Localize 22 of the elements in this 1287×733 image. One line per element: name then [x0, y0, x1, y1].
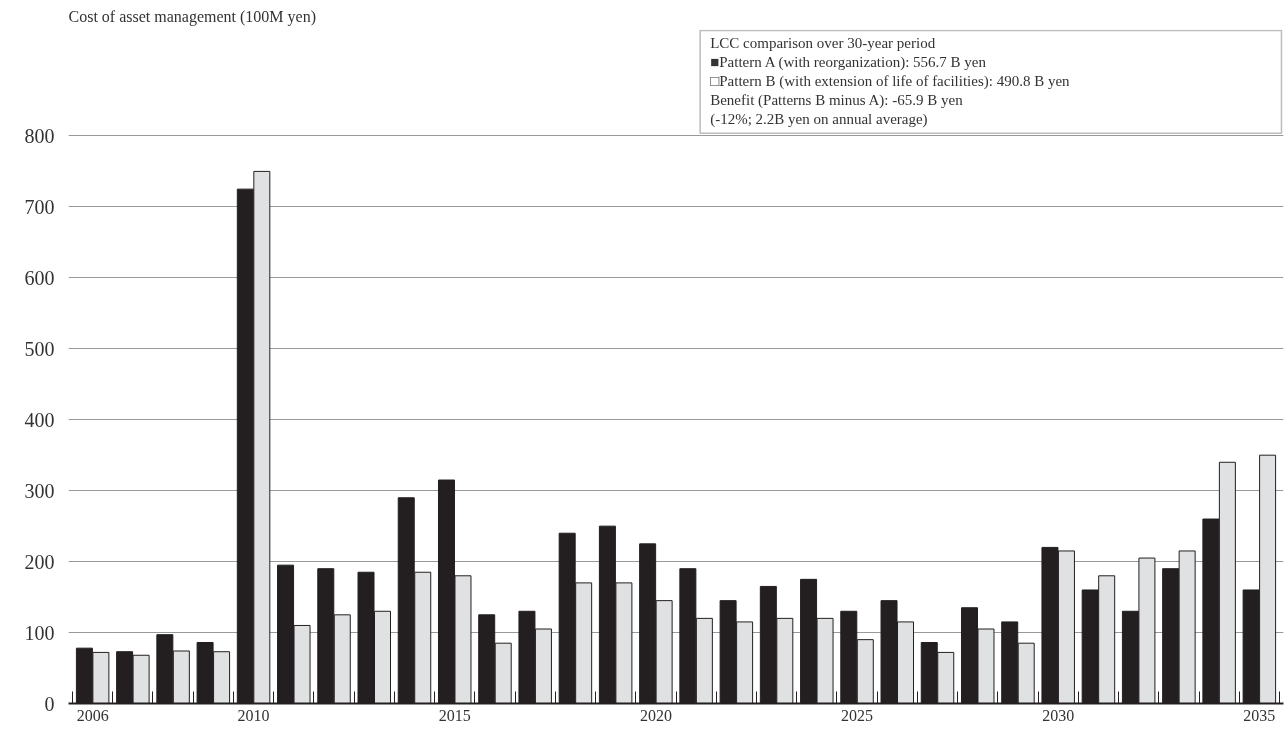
x-tick-label: 2006 — [76, 706, 109, 724]
x-tick-label: 2020 — [639, 706, 672, 724]
x-tick-label: 2025 — [841, 706, 874, 724]
y-tick-label: 100 — [24, 621, 55, 644]
y-tick-label: 300 — [24, 479, 55, 502]
annotation: (-12%; 2.2B yen on annual average) — [710, 111, 928, 129]
y-tick-label: 0 — [44, 692, 55, 715]
y-tick-label: 200 — [24, 550, 55, 573]
x-tick-label: 2015 — [438, 706, 471, 724]
y-tick-label: 600 — [24, 266, 55, 289]
x-tick-label: 2030 — [1042, 706, 1075, 724]
x-tick-label: 2010 — [237, 706, 270, 724]
annotation: LCC comparison over 30-year period — [710, 35, 936, 52]
annotation: ■Pattern A (with reorganization): 556.7 B yen — [710, 54, 987, 72]
annotation: □Pattern B (with extension of life of facilities): 490.8 B yen — [710, 73, 1071, 91]
annotation: Benefit (Patterns B minus A): -65.9 B yen — [710, 92, 964, 110]
y-tick-label: 500 — [24, 337, 55, 360]
y-tick-label: 700 — [24, 195, 55, 218]
y-tick-label: 800 — [24, 124, 55, 147]
x-tick-label: 2035 — [1243, 706, 1276, 724]
y-axis-title: Cost of asset management (100M yen) — [68, 7, 316, 26]
y-tick-label: 400 — [24, 408, 55, 431]
